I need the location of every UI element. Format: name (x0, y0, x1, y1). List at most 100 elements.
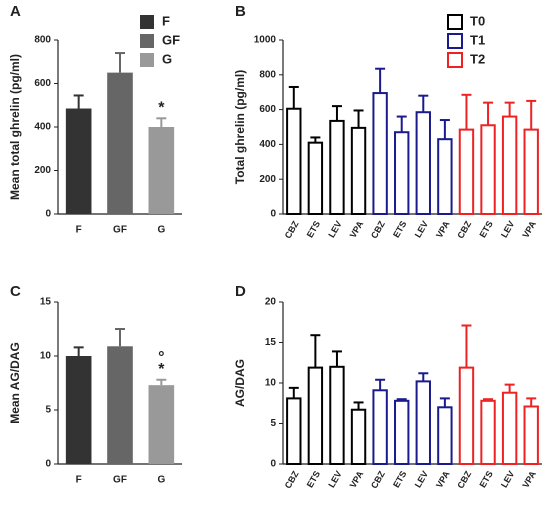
legend-label: G (162, 51, 172, 66)
x-tick-label: ETS (305, 219, 322, 239)
legend-swatch (447, 14, 463, 30)
x-tick-label: LEV (413, 219, 430, 239)
x-tick-label: VPA (348, 219, 366, 240)
x-tick-label: CBZ (283, 219, 301, 240)
bar (307, 141, 324, 215)
panel-label: A (10, 3, 21, 20)
bar (350, 408, 367, 466)
x-tick-label: F (76, 475, 82, 486)
bar (65, 108, 92, 214)
y-tick-label: 15 (265, 337, 277, 348)
legend-swatch (447, 33, 463, 49)
x-tick-label: ETS (391, 469, 408, 489)
x-tick-label: GF (113, 475, 127, 486)
bar (394, 399, 410, 466)
x-tick-label: VPA (434, 469, 452, 490)
y-tick-label: 600 (34, 78, 51, 89)
x-tick-label: CBZ (369, 219, 387, 240)
y-tick-label: 0 (270, 459, 276, 470)
bar (458, 128, 475, 215)
bar (523, 405, 539, 465)
y-tick-label: 10 (40, 351, 52, 362)
y-tick-label: 800 (34, 35, 51, 46)
bar (329, 365, 345, 465)
bar (501, 115, 518, 215)
annotation: * (158, 361, 165, 378)
annotation: * (158, 100, 165, 117)
x-tick-label: ETS (477, 219, 494, 239)
x-tick-label: ETS (391, 219, 408, 239)
bar (286, 107, 302, 215)
bar (286, 397, 302, 466)
bar (480, 399, 496, 466)
y-tick-label: 5 (270, 418, 276, 429)
x-tick-label: LEV (499, 219, 516, 239)
bar (372, 389, 388, 466)
legend-label: F (162, 13, 170, 28)
bar (107, 72, 133, 214)
y-tick-label: 600 (259, 104, 276, 115)
y-tick-label: 20 (265, 297, 277, 308)
x-tick-label: VPA (520, 469, 538, 490)
x-tick-label: LEV (413, 469, 430, 489)
x-tick-label: VPA (434, 219, 452, 240)
x-tick-label: ETS (477, 469, 494, 489)
legend-label: T0 (470, 13, 485, 28)
x-tick-label: G (157, 225, 165, 236)
bar (437, 138, 453, 215)
x-tick-label: VPA (348, 469, 366, 490)
y-tick-label: 0 (270, 209, 276, 220)
bar (372, 92, 388, 215)
y-axis-label: Mean AG/DAG (8, 342, 22, 424)
panel-label: B (235, 3, 246, 20)
y-tick-label: 0 (45, 459, 51, 470)
x-tick-label: CBZ (283, 469, 301, 490)
x-tick-label: F (76, 225, 82, 236)
bar (501, 391, 518, 465)
y-tick-label: 200 (259, 174, 276, 185)
legend-swatch (140, 53, 154, 67)
bar (523, 128, 539, 215)
y-tick-label: 5 (45, 405, 51, 416)
y-tick-label: 400 (259, 139, 276, 150)
legend-swatch (447, 52, 463, 68)
annotation: ° (158, 349, 164, 366)
bar (394, 131, 410, 215)
legend-label: GF (162, 32, 180, 47)
x-tick-label: ETS (305, 469, 322, 489)
y-axis-label: Mean total ghrelin (pg/ml) (8, 54, 22, 200)
bar (480, 124, 496, 215)
bar (437, 406, 453, 465)
bar (148, 385, 175, 464)
bar (307, 366, 324, 465)
x-tick-label: CBZ (455, 469, 473, 490)
y-tick-label: 0 (45, 209, 51, 220)
legend-swatch (140, 15, 154, 29)
bar (329, 119, 345, 215)
legend-swatch (140, 34, 154, 48)
bar (107, 346, 133, 464)
bar (350, 126, 367, 215)
x-tick-label: VPA (520, 219, 538, 240)
bar (65, 356, 92, 464)
y-tick-label: 200 (34, 165, 51, 176)
x-tick-label: LEV (326, 469, 343, 489)
y-axis-label: Total ghrelin (pg/ml) (233, 70, 247, 184)
y-tick-label: 10 (265, 378, 277, 389)
bar (458, 366, 475, 465)
panel-label: D (235, 283, 246, 300)
bar (415, 111, 431, 215)
x-tick-label: LEV (326, 219, 343, 239)
x-tick-label: CBZ (369, 469, 387, 490)
x-tick-label: GF (113, 225, 127, 236)
legend-label: T1 (470, 32, 485, 47)
x-tick-label: LEV (499, 469, 516, 489)
x-tick-label: G (157, 475, 165, 486)
bar (415, 380, 431, 466)
y-tick-label: 15 (40, 297, 52, 308)
y-tick-label: 1000 (254, 35, 277, 46)
y-axis-label: AG/DAG (233, 359, 247, 407)
legend-label: T2 (470, 51, 485, 66)
x-tick-label: CBZ (455, 219, 473, 240)
